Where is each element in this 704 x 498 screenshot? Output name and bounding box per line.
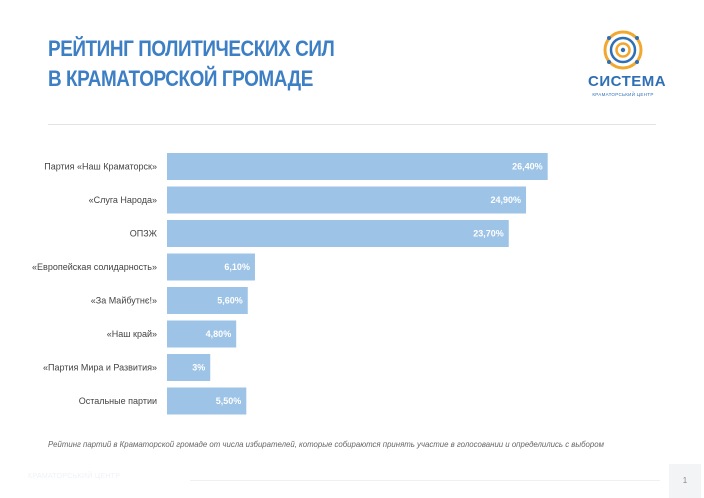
category-label: «Слуга Народа» xyxy=(89,195,157,205)
value-label: 4,80% xyxy=(206,329,232,339)
bar xyxy=(167,253,255,281)
logo-word: СИСТЕМА xyxy=(588,73,667,90)
category-label: ОПЗЖ xyxy=(130,229,158,239)
category-label: «Наш край» xyxy=(107,329,157,339)
chart-caption: Рейтинг партий в Краматорской громаде от… xyxy=(48,439,604,449)
footer-line xyxy=(190,480,660,481)
value-label: 26,40% xyxy=(512,162,543,172)
category-label: «За Майбутнє!» xyxy=(91,296,157,306)
category-label: «Европейская солидарность» xyxy=(32,262,157,272)
value-label: 24,90% xyxy=(491,195,522,205)
bar xyxy=(167,186,527,214)
bar xyxy=(167,320,237,348)
value-label: 3% xyxy=(192,363,205,373)
value-label: 5,60% xyxy=(217,296,243,306)
footer-text: КРАМАТОРСЬКИЙ ЦЕНТР xyxy=(28,473,121,480)
value-label: 5,50% xyxy=(216,396,242,406)
logo-subtitle: КРАМАТОРСЬКИЙ ЦЕНТР xyxy=(592,92,654,97)
header-divider xyxy=(48,124,656,125)
page-number: 1 xyxy=(669,464,701,498)
page-title: РЕЙТИНГ ПОЛИТИЧЕСКИХ СИЛ В КРАМАТОРСКОЙ … xyxy=(48,34,335,94)
bar xyxy=(167,387,247,415)
bar xyxy=(167,354,211,381)
category-label: Партия «Наш Краматорск» xyxy=(44,162,157,172)
bar xyxy=(167,220,509,247)
logo-rings-icon xyxy=(603,30,643,70)
value-label: 23,70% xyxy=(473,229,504,239)
bar xyxy=(167,287,248,314)
category-label: «Партия Мира и Развития» xyxy=(43,363,157,373)
title-line-1: РЕЙТИНГ ПОЛИТИЧЕСКИХ СИЛ xyxy=(48,36,335,61)
category-label: Остальные партии xyxy=(79,396,157,406)
bar xyxy=(167,153,548,180)
bar-chart: Партия «Наш Краматорск» 26,40% «Слуга Наро… xyxy=(32,153,548,415)
logo: СИСТЕМА КРАМАТОРСЬКИЙ ЦЕНТР xyxy=(588,28,667,108)
title-line-2: В КРАМАТОРСКОЙ ГРОМАДЕ xyxy=(48,66,313,91)
value-label: 6,10% xyxy=(224,262,250,272)
